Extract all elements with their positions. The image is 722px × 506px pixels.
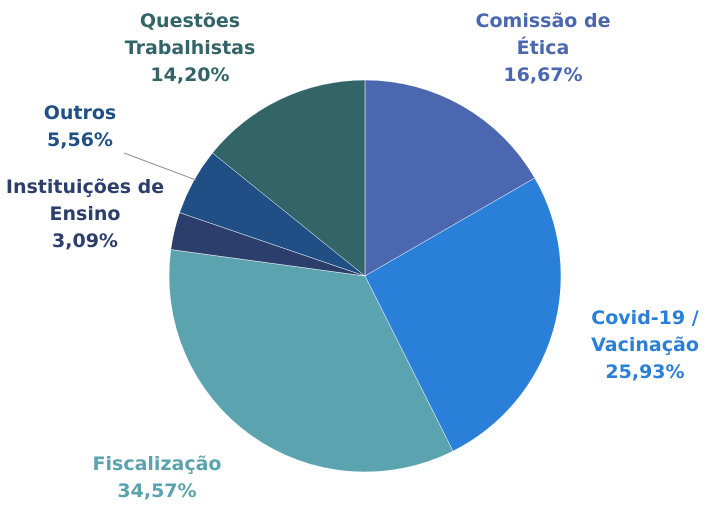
value-label: 16,67% — [503, 64, 583, 86]
value-label: 34,57% — [117, 480, 197, 502]
category-label: Instituições de Ensino — [5, 176, 165, 225]
slice-label: Fiscalização 34,57% — [57, 451, 257, 505]
category-label: Fiscalização — [92, 453, 222, 475]
category-label: Covid-19 / Vacinação — [591, 307, 699, 356]
category-label: Outros — [43, 102, 117, 124]
slice-label: Instituições de Ensino 3,09% — [2, 174, 168, 255]
pie-slice — [364, 79, 536, 277]
slice-label: Outros 5,56% — [20, 100, 140, 154]
value-label: 14,20% — [150, 64, 230, 86]
pie-slice — [364, 177, 562, 452]
pie-slice — [212, 79, 366, 277]
pie-slice — [168, 249, 454, 473]
category-label: Comissão de Ética — [475, 10, 611, 59]
value-label: 5,56% — [47, 129, 113, 151]
value-label: 3,09% — [52, 230, 118, 252]
slice-label: Questões Trabalhistas 14,20% — [105, 8, 275, 89]
slice-label: Comissão de Ética 16,67% — [473, 8, 613, 89]
value-label: 25,93% — [605, 361, 685, 383]
leader-line — [123, 152, 197, 181]
slice-label: Covid-19 / Vacinação 25,93% — [570, 305, 720, 386]
category-label: Questões Trabalhistas — [124, 10, 256, 59]
